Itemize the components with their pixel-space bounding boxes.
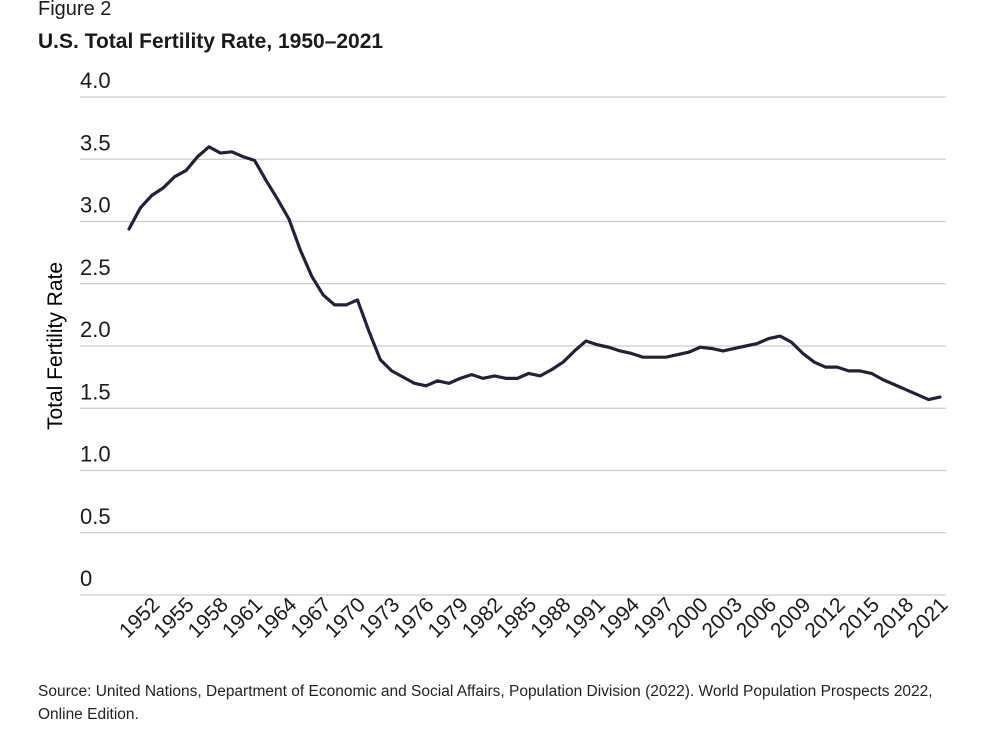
x-tick-labels: 1952195519581961196419671970197319761979… bbox=[115, 593, 952, 643]
y-tick-label: 1.5 bbox=[80, 379, 111, 404]
chart-plot: 0 0.5 1.0 1.5 2.0 2.5 3.0 3.5 4.0 19521955195819… bbox=[44, 68, 953, 643]
y-tick-label: 0.5 bbox=[80, 504, 111, 529]
y-axis-label: Total Fertility Rate bbox=[44, 262, 67, 430]
x-tick-label: 2021 bbox=[903, 593, 952, 642]
series-line bbox=[127, 145, 942, 402]
y-tick-label: 4.0 bbox=[80, 68, 111, 93]
y-tick-label: 3.0 bbox=[80, 193, 111, 218]
y-tick-label: 1.0 bbox=[80, 442, 111, 467]
y-tick-label: 2.0 bbox=[80, 317, 111, 342]
gridlines bbox=[80, 96, 946, 596]
chart-title: U.S. Total Fertility Rate, 1950–2021 bbox=[38, 30, 384, 53]
figure-label: Figure 2 bbox=[38, 0, 112, 20]
y-tick-labels: 0 0.5 1.0 1.5 2.0 2.5 3.0 3.5 4.0 bbox=[80, 68, 111, 591]
y-tick-label: 3.5 bbox=[80, 130, 111, 155]
y-tick-label: 2.5 bbox=[80, 255, 111, 280]
y-tick-label: 0 bbox=[80, 566, 92, 591]
source-note: Source: United Nations, Department of Ec… bbox=[38, 683, 933, 723]
